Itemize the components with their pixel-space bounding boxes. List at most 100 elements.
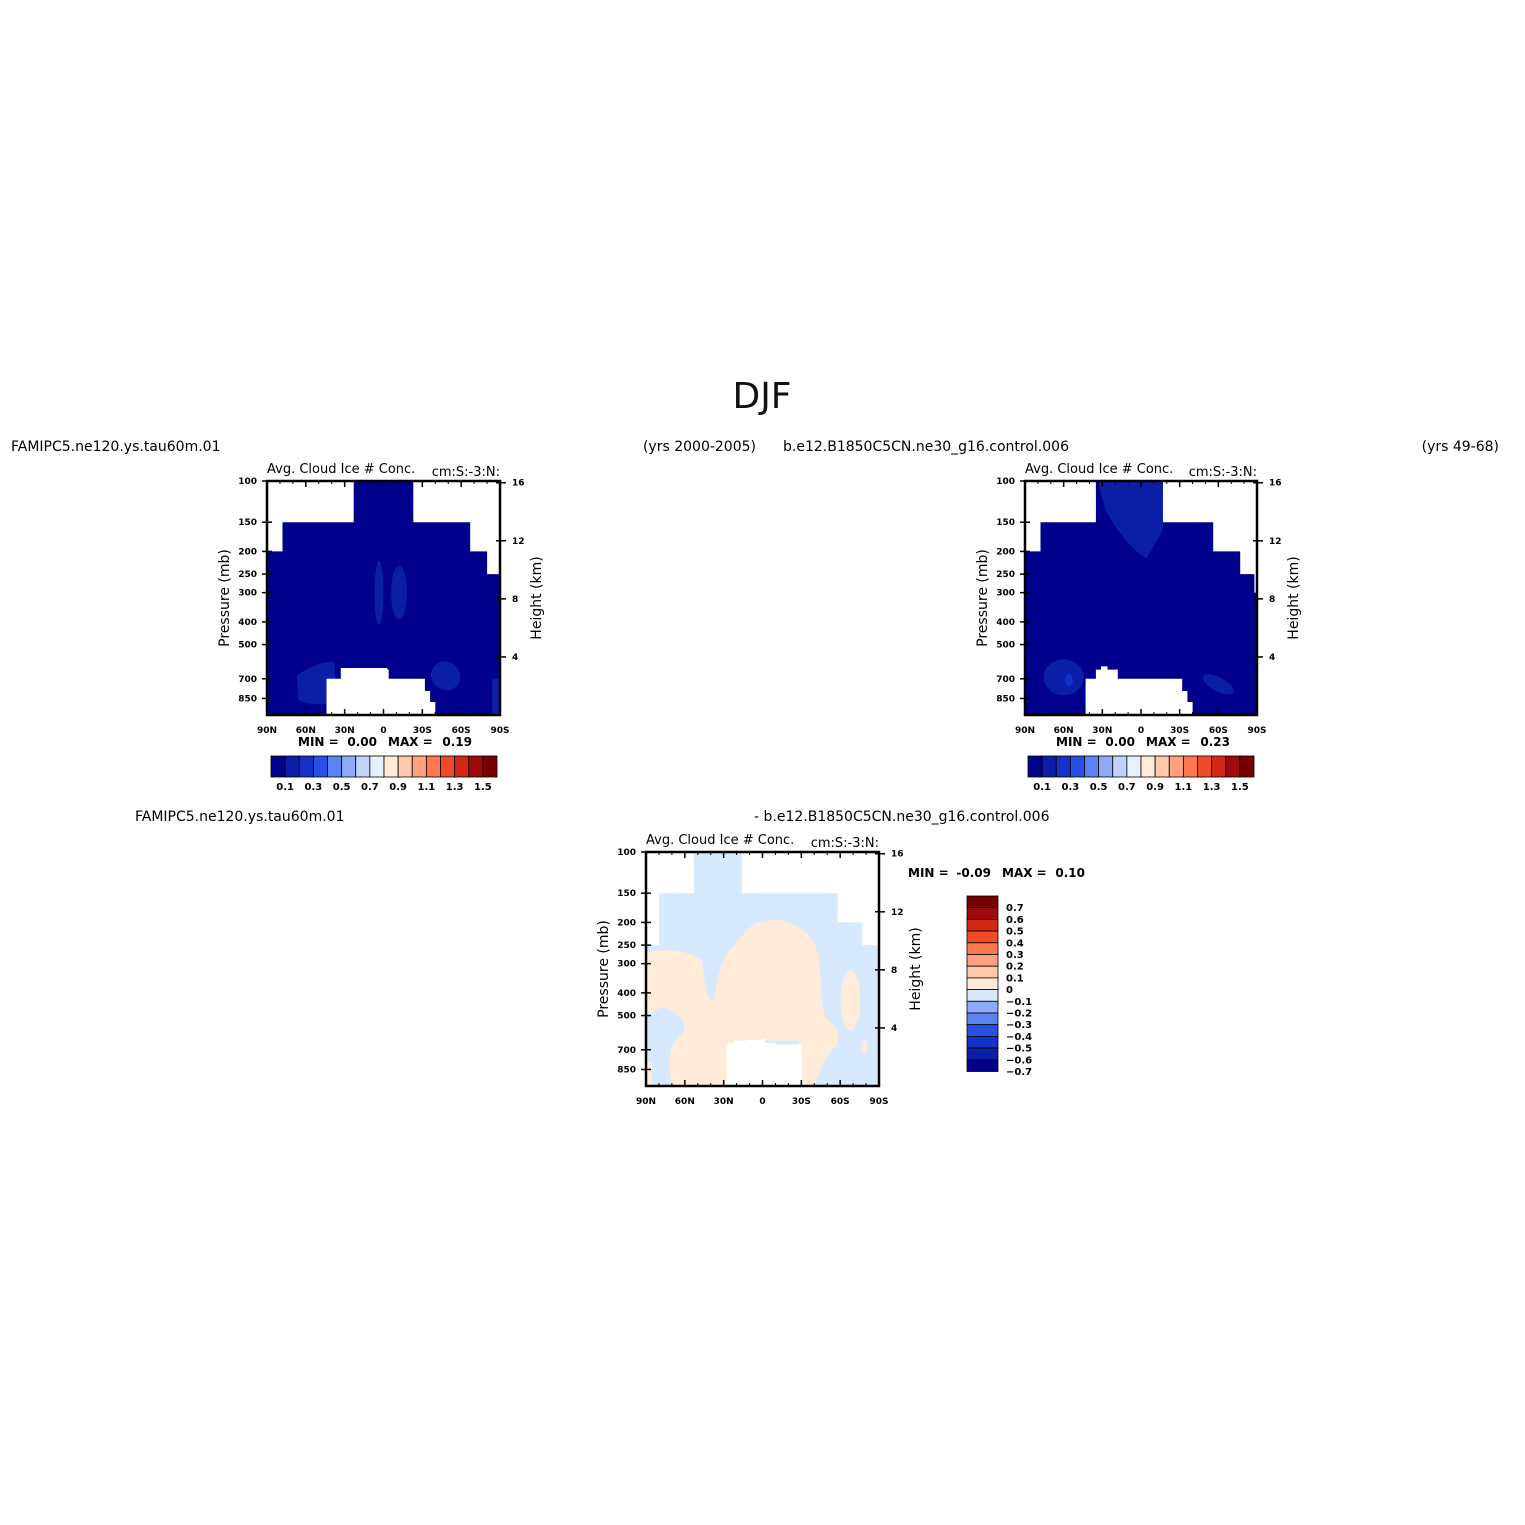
field-positive-patch (646, 1062, 652, 1086)
colorbar-label: 0.7 (1118, 782, 1136, 793)
colorbar-label: 0.9 (389, 782, 407, 793)
colorbar-label: 0.5 (1090, 782, 1108, 793)
x-tick-label: 30N (714, 1097, 734, 1107)
colorbar-box (1041, 755, 1057, 778)
colorbar-box (966, 907, 999, 920)
max-label: MAX = (1146, 735, 1191, 749)
colorbar-box (327, 755, 343, 778)
colorbar-box (1055, 755, 1071, 778)
x-tick-label: 30S (1170, 726, 1189, 736)
terrain-mask (326, 668, 436, 715)
colorbar-box (1168, 755, 1184, 778)
y-right-tick-label: 12 (891, 908, 904, 918)
colorbar-label: 0.4 (1006, 938, 1024, 949)
colorbar-label: 0.2 (1006, 962, 1024, 973)
y-tick-label: 700 (996, 675, 1015, 685)
field-patch (1043, 659, 1084, 696)
colorbar-box (1211, 755, 1227, 778)
colorbar-box (966, 1047, 999, 1061)
colorbar-box (397, 755, 413, 778)
y-right-tick-label: 4 (891, 1024, 897, 1034)
colorbar-box (1154, 755, 1170, 778)
colorbar-1: 0.1 0.3 0.5 0.7 0.9 1.1 1.3 1.5 (270, 755, 498, 793)
y-right-axis-label: Height (km) (529, 556, 545, 639)
colorbar-box (341, 755, 357, 778)
max-value: 0.10 (1055, 866, 1085, 880)
colorbar-label: 0.1 (1006, 973, 1024, 984)
min-value: 0.00 (347, 735, 377, 749)
colorbar-label: 0.7 (1006, 903, 1024, 914)
colorbar-box (966, 989, 999, 1002)
field-patch (391, 565, 408, 620)
colorbar-box (966, 954, 999, 967)
panel-3-field (646, 852, 879, 1086)
colorbar-label: 1.1 (1175, 782, 1193, 793)
y-right-axis-label: Height (km) (1286, 556, 1302, 639)
colorbar-label: −0.6 (1006, 1055, 1032, 1066)
x-tick-label: 30S (792, 1097, 811, 1107)
colorbar-label: −0.3 (1006, 1020, 1032, 1031)
min-label: MIN = (908, 866, 949, 880)
colorbar-2: 0.1 0.3 0.5 0.7 0.9 1.1 1.3 1.5 (1027, 755, 1255, 793)
y-tick-label: 400 (617, 989, 636, 999)
colorbar-box (1069, 755, 1085, 778)
y-right-tick-label: 8 (891, 966, 897, 976)
colorbar-3: 0.70.60.50.40.30.20.10−0.1−0.2−0.3−0.4−0… (966, 895, 1032, 1078)
max-value: 0.23 (1200, 735, 1230, 749)
panel-units: cm:S:-3:N: (1189, 465, 1257, 480)
min-value: 0.00 (1105, 735, 1135, 749)
panel-title: Avg. Cloud Ice # Conc. (267, 462, 415, 477)
x-tick-label: 60S (1209, 726, 1228, 736)
page-title: DJF (732, 376, 791, 417)
colorbar-label: −0.1 (1006, 997, 1032, 1008)
terrain-mask (726, 1039, 802, 1086)
min-label: MIN = (1056, 735, 1097, 749)
panel-units: cm:S:-3:N: (811, 836, 879, 851)
panel-units: cm:S:-3:N: (432, 465, 500, 480)
colorbar-box (966, 919, 999, 932)
max-label: MAX = (1002, 866, 1047, 880)
x-tick-label: 0 (1138, 726, 1144, 736)
colorbar-box (966, 1059, 999, 1072)
x-tick-label: 90S (1247, 726, 1266, 736)
min-value: -0.09 (956, 866, 991, 880)
panel-2: 90N 60N 30N 0 30S 60S 90S 100 150 200 250 300 400 500… (975, 462, 1302, 749)
y-tick-label: 850 (996, 694, 1015, 704)
y-tick-label: 250 (238, 570, 257, 580)
colorbar-label: 1.3 (446, 782, 464, 793)
x-tick-label: 30S (413, 726, 432, 736)
y-tick-label: 150 (617, 889, 636, 899)
colorbar-label: 1.3 (1203, 782, 1221, 793)
y-right-tick-label: 16 (512, 479, 525, 489)
y-tick-label: 250 (996, 570, 1015, 580)
min-label: MIN = (298, 735, 339, 749)
colorbar-label: 0.3 (1062, 782, 1080, 793)
y-tick-label: 100 (996, 477, 1015, 487)
colorbar-box (298, 755, 314, 778)
colorbar-box (468, 755, 484, 778)
colorbar-box (284, 755, 300, 778)
panel-3: 90N 60N 30N 0 30S 60S 90S 100 150 200 250 300 400 500… (596, 833, 1085, 1107)
y-tick-label: 100 (238, 477, 257, 487)
x-tick-label: 60S (452, 726, 471, 736)
y-tick-label: 500 (617, 1012, 636, 1022)
colorbar-box (1027, 755, 1043, 778)
y-right-tick-label: 8 (512, 595, 518, 605)
colorbar-box (966, 1012, 999, 1026)
x-tick-label: 0 (759, 1097, 765, 1107)
x-tick-label: 0 (380, 726, 386, 736)
colorbar-box (270, 755, 286, 778)
colorbar-box (966, 1024, 999, 1037)
x-tick-label: 30N (335, 726, 355, 736)
y-right-tick-label: 16 (1269, 479, 1282, 489)
colorbar-label: 0.1 (276, 782, 294, 793)
colorbar-box (1140, 755, 1156, 778)
y-tick-label: 200 (996, 547, 1015, 557)
colorbar-box (1225, 755, 1241, 778)
x-tick-label: 90N (1015, 726, 1035, 736)
colorbar-box (1197, 755, 1213, 778)
y-tick-label: 200 (238, 547, 257, 557)
y-tick-label: 200 (617, 918, 636, 928)
colorbar-box (411, 755, 427, 778)
